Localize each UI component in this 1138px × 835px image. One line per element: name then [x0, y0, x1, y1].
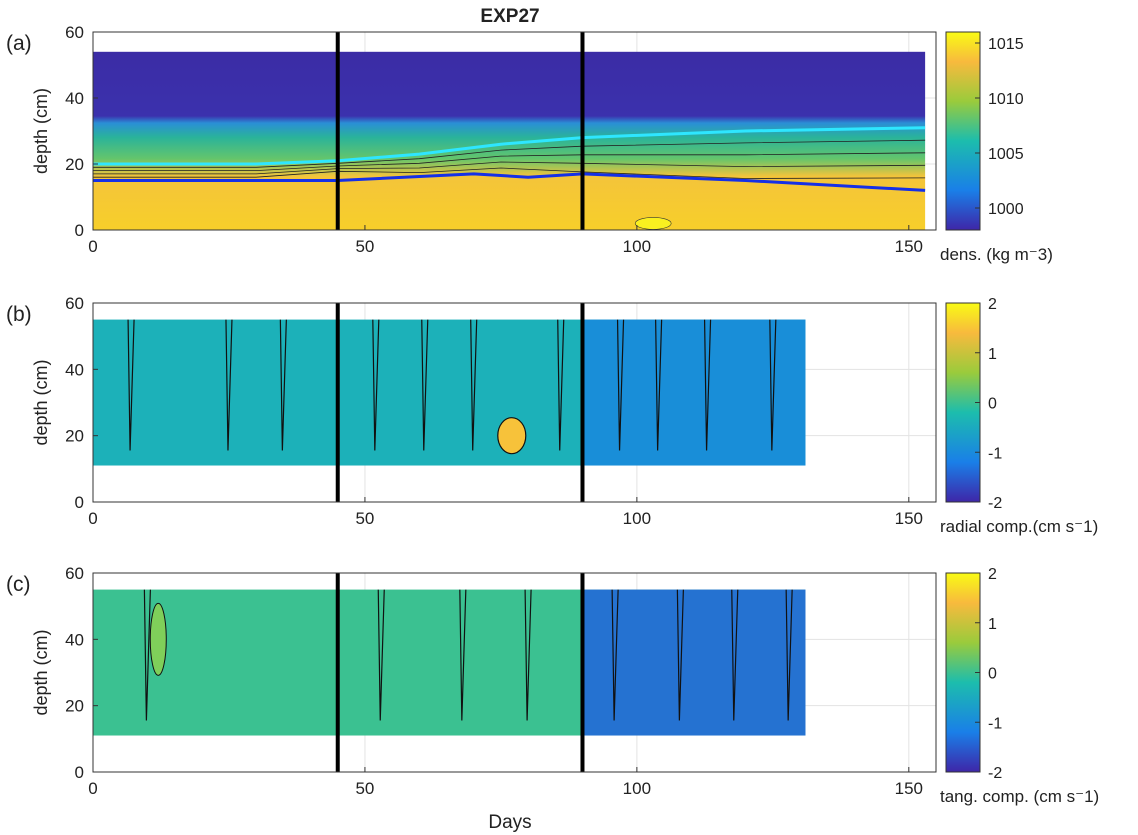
- velocity-contour: [459, 589, 467, 721]
- y-tick-label: 60: [65, 564, 84, 583]
- colorbar-tick-label: -2: [988, 495, 1002, 512]
- velocity-contour: [225, 319, 233, 451]
- x-tick-label: 0: [88, 237, 97, 256]
- colorbar-tick-label: 2: [988, 566, 997, 583]
- axes-frame: [92, 302, 937, 503]
- axes-frame: [92, 31, 937, 231]
- colorbar: [945, 572, 981, 773]
- velocity-contour: [676, 589, 684, 721]
- velocity-contour: [372, 319, 380, 451]
- y-tick-label: 0: [75, 493, 84, 512]
- velocity-contour: [524, 589, 532, 721]
- panel-label: (c): [6, 573, 31, 596]
- y-axis-label: depth (cm): [31, 88, 51, 174]
- density-bottom-patch: [634, 217, 672, 230]
- colorbar-label: dens. (kg m⁻3): [940, 245, 1053, 264]
- velocity-hotspot: [497, 417, 527, 455]
- data-field: [93, 589, 806, 736]
- velocity-contour: [769, 319, 777, 451]
- x-tick-label: 0: [88, 779, 97, 798]
- upper-interface-line: [93, 126, 926, 166]
- velocity-contour: [279, 319, 287, 451]
- velocity-contour: [143, 589, 151, 721]
- y-tick-label: 60: [65, 23, 84, 42]
- velocity-contour: [557, 319, 565, 451]
- colorbar-label: radial comp.(cm s⁻1): [940, 517, 1098, 536]
- density-contour: [93, 139, 926, 168]
- panel-label: (b): [6, 303, 32, 326]
- density-field: [93, 51, 926, 230]
- density-contour: [93, 167, 926, 179]
- panel-a-density: 0 50 100 150 0 20 40 60 depth (cm) (a) 1000 1005 101…: [6, 23, 1053, 264]
- y-tick-label: 40: [65, 360, 84, 379]
- colorbar-tick-label: 1: [988, 616, 997, 633]
- colorbar: [945, 302, 981, 503]
- y-tick-label: 20: [65, 155, 84, 174]
- colorbar-tick-label: 1000: [988, 201, 1024, 218]
- colorbar-tick-label: -1: [988, 445, 1002, 462]
- velocity-contour: [655, 319, 663, 451]
- x-tick-label: 50: [355, 509, 374, 528]
- x-tick-label: 150: [895, 509, 923, 528]
- colorbar: [945, 31, 981, 231]
- data-field: [93, 51, 926, 230]
- x-tick-label: 150: [895, 237, 923, 256]
- y-tick-label: 40: [65, 630, 84, 649]
- velocity-contour: [470, 319, 478, 451]
- y-tick-label: 20: [65, 697, 84, 716]
- colorbar-tick-label: 0: [988, 666, 997, 683]
- velocity-contour: [785, 589, 793, 721]
- colorbar-tick-label: 1010: [988, 91, 1024, 108]
- y-axis-label: depth (cm): [31, 629, 51, 715]
- colorbar-tick-label: -1: [988, 715, 1002, 732]
- axes-frame: [92, 572, 937, 773]
- colorbar-tick-label: 0: [988, 396, 997, 413]
- velocity-contour: [616, 319, 625, 451]
- panel-c-tangential: 0 50 100 150 0 20 40 60 depth (cm) (c) 2 1 0 -1 -2 tang…: [6, 564, 1099, 806]
- colorbar-tick-label: -2: [988, 765, 1002, 782]
- y-tick-label: 0: [75, 763, 84, 782]
- density-contour: [93, 161, 926, 175]
- x-tick-label: 100: [623, 779, 651, 798]
- x-tick-label: 100: [623, 509, 651, 528]
- y-tick-label: 0: [75, 221, 84, 240]
- velocity-contour: [127, 319, 135, 451]
- y-tick-label: 60: [65, 294, 84, 313]
- x-tick-label: 50: [355, 237, 374, 256]
- x-axis-label: Days: [488, 812, 531, 833]
- y-tick-label: 40: [65, 89, 84, 108]
- density-contour: [93, 152, 926, 171]
- colorbar-tick-label: 2: [988, 296, 997, 313]
- panel-label: (a): [6, 32, 32, 55]
- velocity-contour: [421, 319, 429, 451]
- y-tick-label: 20: [65, 427, 84, 446]
- x-tick-label: 100: [623, 237, 651, 256]
- panel-b-radial: 0 50 100 150 0 20 40 60 depth (cm) (b) 2 1 0 -1 -2 radi…: [6, 294, 1098, 536]
- x-tick-label: 50: [355, 779, 374, 798]
- colorbar-label: tang. comp. (cm s⁻1): [940, 787, 1099, 806]
- colorbar-tick-label: 1: [988, 346, 997, 363]
- colorbar-tick-label: 1005: [988, 146, 1024, 163]
- velocity-contour: [731, 589, 739, 721]
- data-field: [93, 319, 806, 466]
- x-tick-label: 0: [88, 509, 97, 528]
- velocity-contour: [703, 319, 712, 451]
- figure-title: EXP27: [480, 6, 539, 27]
- velocity-field-late: [582, 589, 806, 736]
- velocity-hotspot: [149, 602, 167, 676]
- y-axis-label: depth (cm): [31, 359, 51, 445]
- colorbar-tick-label: 1015: [988, 36, 1024, 53]
- velocity-contour: [377, 589, 385, 721]
- x-tick-label: 150: [895, 779, 923, 798]
- velocity-contour: [611, 589, 619, 721]
